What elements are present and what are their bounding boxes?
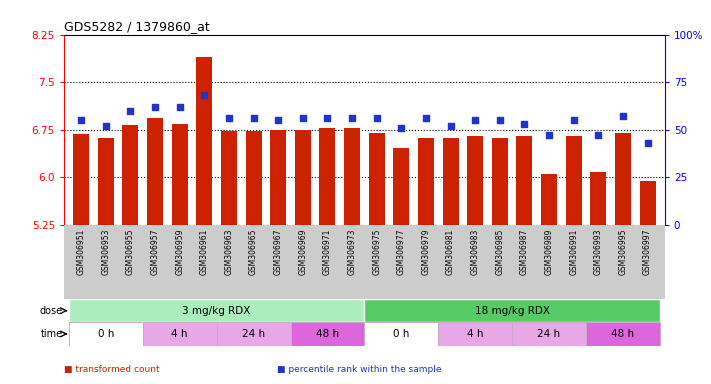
Bar [196,57,213,225]
Text: GSM306961: GSM306961 [200,229,209,275]
Bar [295,130,311,225]
Bar [369,133,385,225]
Bar [319,128,336,225]
Text: 48 h: 48 h [316,329,339,339]
Bar [147,118,163,225]
Text: GSM306969: GSM306969 [299,229,307,275]
Text: GSM306975: GSM306975 [372,229,381,275]
Point [272,117,284,123]
Text: GSM306951: GSM306951 [77,229,86,275]
Bar [586,322,660,346]
Point [223,115,235,121]
Point [149,104,161,110]
Text: 48 h: 48 h [611,329,634,339]
Point [346,115,358,121]
Text: GSM306981: GSM306981 [446,229,455,275]
Bar [221,131,237,225]
Bar [69,322,143,346]
Text: dose: dose [40,306,63,316]
Text: GSM306987: GSM306987 [520,229,529,275]
Point [297,115,309,121]
Point [568,117,579,123]
Point [445,123,456,129]
Point [125,108,137,114]
Text: GSM306995: GSM306995 [619,229,627,275]
Text: GSM306971: GSM306971 [323,229,332,275]
Text: 3 mg/kg RDX: 3 mg/kg RDX [183,306,251,316]
Text: 18 mg/kg RDX: 18 mg/kg RDX [475,306,550,316]
Bar [98,138,114,225]
Text: ■ percentile rank within the sample: ■ percentile rank within the sample [277,366,442,374]
Point [395,125,407,131]
Text: GSM306955: GSM306955 [126,229,135,275]
Point [494,117,506,123]
Bar [467,136,483,225]
Text: GSM306965: GSM306965 [249,229,258,275]
Bar [590,172,606,225]
Text: GSM306991: GSM306991 [570,229,578,275]
Text: GSM306957: GSM306957 [151,229,159,275]
Point [100,123,112,129]
Bar [245,131,262,225]
Bar [393,148,410,225]
Bar [291,322,365,346]
Text: GSM306959: GSM306959 [175,229,184,275]
Text: GSM306977: GSM306977 [397,229,406,275]
Bar [418,138,434,225]
Text: GSM306973: GSM306973 [348,229,357,275]
Point [371,115,383,121]
Bar [344,128,360,225]
Point [420,115,432,121]
Text: 4 h: 4 h [467,329,483,339]
Bar [172,124,188,225]
Bar [640,180,656,225]
Text: GSM306985: GSM306985 [496,229,504,275]
Point [617,113,629,119]
Text: GSM306983: GSM306983 [471,229,480,275]
Point [543,132,555,139]
Bar [541,174,557,225]
Text: GSM306997: GSM306997 [643,229,652,275]
Point [592,132,604,139]
Text: GSM306989: GSM306989 [545,229,554,275]
Point [469,117,481,123]
Point [174,104,186,110]
Bar [442,138,459,225]
Text: GSM306979: GSM306979 [422,229,430,275]
Text: GSM306953: GSM306953 [102,229,110,275]
Point [322,115,333,121]
Text: 24 h: 24 h [242,329,265,339]
Text: GSM306967: GSM306967 [274,229,283,275]
Bar [365,299,660,322]
Point [75,117,87,123]
Text: 0 h: 0 h [97,329,114,339]
Bar [69,299,365,322]
Point [519,121,530,127]
Bar [270,130,287,225]
Text: 24 h: 24 h [538,329,560,339]
Text: GSM306993: GSM306993 [594,229,603,275]
Text: ■ transformed count: ■ transformed count [64,366,159,374]
Text: time: time [41,329,63,339]
Bar [73,134,89,225]
Bar [122,125,139,225]
Bar [217,322,291,346]
Text: 4 h: 4 h [171,329,188,339]
Text: GSM306963: GSM306963 [225,229,233,275]
Bar [516,136,533,225]
Text: GDS5282 / 1379860_at: GDS5282 / 1379860_at [64,20,210,33]
Bar [438,322,512,346]
Point [198,93,210,99]
Bar [365,322,438,346]
Point [248,115,260,121]
Bar [492,138,508,225]
Bar [566,136,582,225]
Bar [143,322,217,346]
Text: 0 h: 0 h [393,329,410,339]
Point [642,140,653,146]
Bar [615,133,631,225]
Bar [512,322,586,346]
